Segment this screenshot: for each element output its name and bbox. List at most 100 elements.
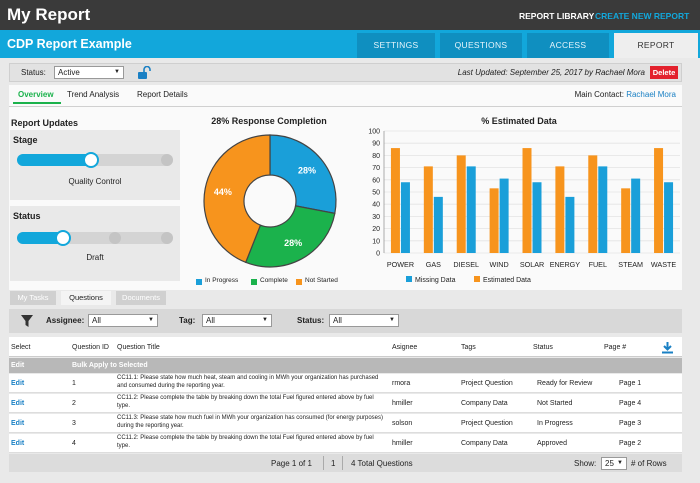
chevron-down-icon: ▼ [114,69,120,75]
top-bar: My Report REPORT LIBRARY CREATE NEW REPO… [0,0,700,30]
y-tick-label: 20 [372,226,380,233]
rows-label: # of Rows [631,459,667,468]
report-updates-title: Report Updates [11,118,79,128]
chevron-down-icon: ▼ [148,317,154,323]
row-tag: Project Question [461,420,513,427]
row-edit-link[interactable]: Edit [11,380,25,387]
main-contact-link[interactable]: Rachael Mora [626,90,676,99]
status-select-value: Active [58,68,80,77]
tab-report[interactable]: REPORT [614,33,698,58]
questions-section: My Tasks Questions Documents Assignee: A… [9,291,682,480]
create-new-report-link[interactable]: CREATE NEW REPORT [595,11,690,21]
subtab-trend-analysis[interactable]: Trend Analysis [67,90,120,99]
download-icon[interactable] [661,341,674,354]
bar-chart: 0 10 20 30 40 50 60 70 80 90 100 POWER GAS DIESEL WIND… [368,129,680,284]
tab-questions[interactable]: QUESTIONS [440,33,522,58]
pie-slice-in-progress [269,134,337,215]
row-status: In Progress [537,420,573,427]
assignee-filter-select[interactable]: All ▼ [88,314,158,327]
row-question-id: 4 [72,440,76,447]
row-assignee: hmiller [392,400,413,407]
rows-per-page-select[interactable]: 25 ▼ [601,457,627,470]
y-tick-label: 0 [376,251,380,258]
unlock-icon[interactable] [137,66,151,80]
assignee-filter-value: All [92,316,101,325]
tab-my-tasks[interactable]: My Tasks [10,291,56,305]
row-question-title: CC11.3: Please state how much fuel in MW… [117,415,384,429]
row-page: Page 2 [619,440,642,447]
row-tag: Project Question [461,380,513,387]
status-select[interactable]: Active ▼ [54,66,124,79]
status-label: Status: [21,68,46,77]
tab-access[interactable]: ACCESS [527,33,609,58]
overview-panel: Overview Trend Analysis Report Details M… [9,85,682,290]
bar-missing-data [598,166,608,253]
x-tick-label: DIESEL [453,260,479,269]
row-page: Page 3 [619,420,642,427]
report-library-link[interactable]: REPORT LIBRARY [519,11,595,21]
column-header-tags: Tags [461,344,476,351]
subtab-report-details[interactable]: Report Details [137,90,188,99]
stage-slider-handle[interactable] [83,152,99,168]
status-value: Draft [86,253,104,262]
row-page: Page 1 [619,380,642,387]
column-header-assignee: Asignee [392,344,418,351]
tab-questions-list[interactable]: Questions [61,291,111,305]
stage-label: Stage [13,135,38,145]
main-contact: Main Contact: Rachael Mora [575,90,676,99]
row-assignee: solson [392,420,413,427]
filter-icon[interactable] [20,314,34,328]
page-number-button[interactable]: 1 [331,459,336,468]
stage-value: Quality Control [68,177,122,186]
pie-data-label: 44% [214,187,232,197]
legend-swatch-not-started [296,279,302,285]
subtab-overview[interactable]: Overview [18,90,54,99]
y-tick-label: 100 [368,129,380,136]
tag-filter-label: Tag: [179,316,196,325]
row-edit-link[interactable]: Edit [11,420,25,427]
total-questions: 4 Total Questions [351,459,413,468]
tag-filter-select[interactable]: All ▼ [202,314,272,327]
delete-button[interactable]: Delete [650,66,678,79]
status-step-marker [161,232,173,244]
bar-missing-data [631,178,641,253]
chevron-down-icon: ▼ [617,460,623,466]
pie-slice-complete [244,205,336,268]
x-tick-label: ENERGY [550,260,581,269]
stage-step-marker [161,154,173,166]
status-progress [17,232,63,244]
column-header-status: Status [533,344,553,351]
row-edit-link[interactable]: Edit [11,440,25,447]
bar-missing-data [400,182,410,253]
tab-documents[interactable]: Documents [116,291,166,305]
row-assignee: hmiller [392,440,413,447]
column-header-page: Page # [604,344,627,351]
row-edit-link[interactable]: Edit [11,400,25,407]
row-question-title: CC11.1: Please state how much heat, stea… [117,375,379,389]
status-panel: Status Draft [10,206,180,281]
status-section-label: Status [13,211,41,221]
bar-missing-data [532,182,542,253]
filter-bar: Assignee: All ▼ Tag: All ▼ Status: All ▼ [9,309,682,333]
bar-missing-data [499,178,509,253]
column-header-id: Question ID [72,344,109,351]
chevron-down-icon: ▼ [389,317,395,323]
bulk-edit-button[interactable]: Edit [11,362,25,369]
status-filter-select[interactable]: All ▼ [329,314,399,327]
report-header: CDP Report Example SETTINGS QUESTIONS AC… [0,30,700,58]
status-slider-handle[interactable] [55,230,71,246]
x-tick-label: STEAM [618,260,643,269]
pie-data-label: 28% [298,165,316,175]
bar-estimated-data [522,148,532,253]
status-step-marker [109,232,121,244]
table-header: Select Question ID Question Title Asigne… [9,337,682,357]
y-tick-label: 40 [372,202,380,209]
assignee-filter-label: Assignee: [46,316,85,325]
bar-missing-data [466,166,476,253]
bar-estimated-data [588,155,598,253]
tab-settings[interactable]: SETTINGS [357,33,435,58]
legend-label-complete: Complete [260,277,288,284]
last-updated: Last Updated: September 25, 2017 by Rach… [457,68,645,77]
status-filter-value: All [333,316,342,325]
tag-filter-value: All [206,316,215,325]
